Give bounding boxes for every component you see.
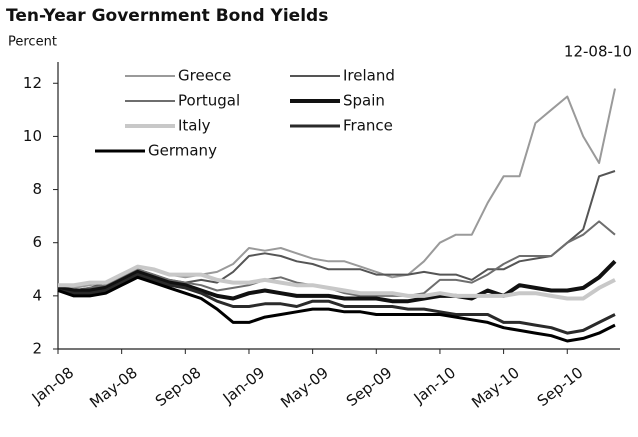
y-axis-label: Percent bbox=[8, 35, 57, 50]
series-line bbox=[58, 264, 616, 301]
x-tick-label: Sep-10 bbox=[534, 364, 587, 411]
series-line bbox=[57, 259, 617, 304]
x-tick-label: Jan-09 bbox=[219, 364, 268, 408]
x-tick-label: Sep-08 bbox=[152, 364, 205, 411]
date-annotation: 12-08-10 bbox=[564, 43, 632, 61]
x-tick-label: Sep-09 bbox=[343, 364, 396, 411]
legend-label: Italy bbox=[178, 117, 211, 135]
x-tick-label: May-10 bbox=[468, 364, 523, 412]
legend-label: Spain bbox=[343, 92, 385, 110]
y-tick-label: 6 bbox=[32, 233, 42, 251]
x-tick-label: Jan-08 bbox=[28, 364, 77, 408]
series-line bbox=[57, 275, 616, 343]
series-line bbox=[58, 88, 616, 289]
x-tick-label: May-09 bbox=[277, 364, 332, 412]
legend-label: Greece bbox=[178, 67, 231, 85]
x-tick-label: May-08 bbox=[86, 364, 141, 412]
legend-label: Germany bbox=[148, 142, 217, 160]
y-tick-label: 4 bbox=[32, 286, 42, 304]
legend-label: France bbox=[343, 117, 393, 135]
legend-label: Portugal bbox=[178, 92, 240, 110]
y-tick-label: 10 bbox=[23, 127, 42, 145]
y-tick-label: 12 bbox=[23, 74, 42, 92]
chart-title: Ten-Year Government Bond Yields bbox=[6, 6, 328, 26]
y-tick-label: 8 bbox=[32, 180, 42, 198]
legend-label: Ireland bbox=[343, 67, 395, 85]
series-line bbox=[57, 273, 616, 335]
x-tick-label: Jan-10 bbox=[410, 364, 459, 408]
y-tick-label: 2 bbox=[32, 340, 42, 358]
